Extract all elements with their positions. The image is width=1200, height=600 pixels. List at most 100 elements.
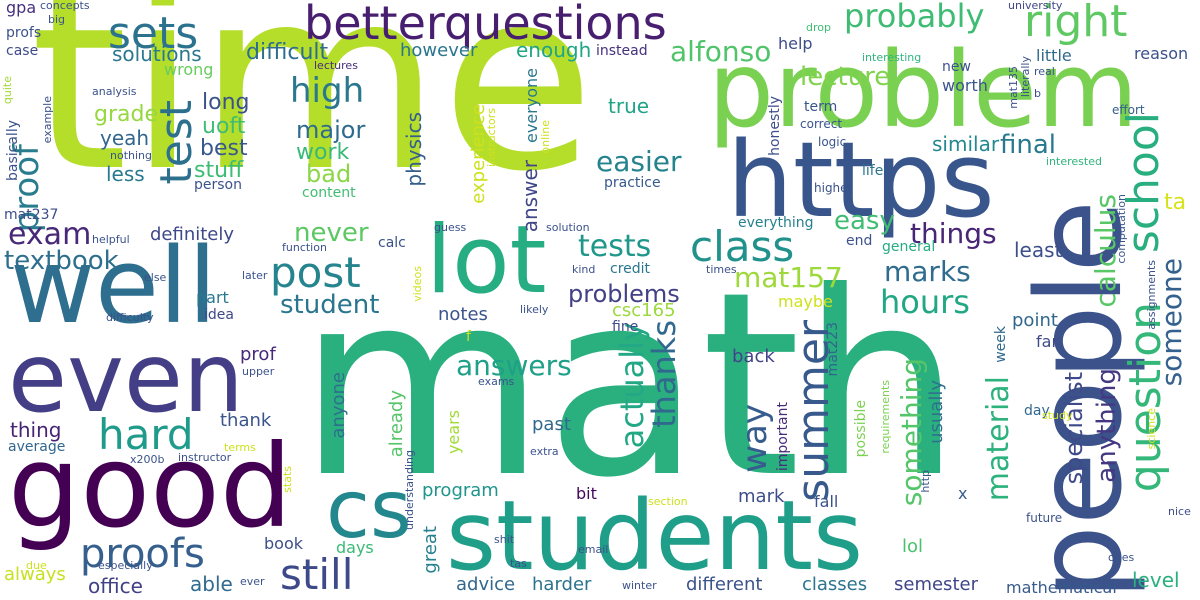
word-hard: hard (98, 410, 194, 459)
word-uoft: uoft (202, 114, 246, 139)
word-marks: marks (884, 255, 971, 288)
word-part: part (196, 288, 229, 307)
word-lot: lot (426, 206, 547, 315)
word-little: little (1036, 46, 1072, 65)
word-x: x (958, 484, 968, 503)
word-definitely: definitely (150, 224, 235, 245)
word-b: b (1034, 87, 1041, 100)
word-study: study (1042, 409, 1073, 422)
word-especially: especially (98, 559, 153, 572)
word-quite: quite (1, 76, 14, 105)
word-physics: physics (402, 112, 426, 187)
word-profs: profs (6, 25, 42, 41)
word-past: past (532, 414, 571, 435)
word-basically: basically (5, 120, 21, 181)
word-thing: thing (10, 418, 62, 442)
word-logic: logic (818, 135, 847, 149)
word-example: example (41, 96, 54, 144)
word-work: work (296, 140, 350, 165)
word-helpful: helpful (92, 233, 130, 246)
word-cs: cs (326, 463, 412, 556)
word-later: later (242, 269, 268, 282)
word-terms: terms (224, 441, 256, 454)
word-big: big (48, 13, 66, 26)
word-tas: tas (510, 557, 527, 570)
word-interested: interested (1046, 155, 1102, 168)
word-mathematical: mathematical (1006, 578, 1117, 597)
word-fine: fine (612, 319, 639, 335)
word-life: life (862, 163, 884, 179)
word-section: section (648, 495, 688, 508)
word-things: things (910, 217, 997, 250)
word-term: term (804, 99, 838, 115)
word-effort: effort (1112, 103, 1145, 117)
word-post: post (270, 248, 361, 297)
word-everything: everything (738, 215, 814, 231)
word-semester: semester (894, 574, 978, 595)
word-gpa: gpa (6, 0, 37, 17)
word-final: final (1000, 130, 1057, 160)
word-betterquestions: betterquestions (304, 0, 667, 50)
word-https: https (727, 119, 995, 241)
word-lecture: lecture (800, 62, 891, 92)
word-already: already (386, 390, 407, 458)
word-bit: bit (576, 484, 597, 503)
word-point: point (1012, 310, 1058, 331)
word-mat223: mat223 (825, 322, 841, 377)
word-specialist: specialist (1060, 372, 1088, 485)
word-upper: upper (242, 365, 275, 378)
word-class: class (690, 222, 795, 271)
word-prof: prof (240, 344, 276, 365)
word-function: function (282, 241, 327, 254)
word-however: however (400, 40, 478, 61)
word-http: http (919, 470, 932, 493)
word-math: math (298, 237, 962, 533)
word-nice: nice (1168, 505, 1191, 518)
word-interesting: interesting (862, 51, 922, 64)
word-honestly: honestly (767, 96, 783, 156)
word-exam: exam (8, 217, 92, 252)
word-stuff: stuff (194, 158, 244, 183)
word-possible: possible (853, 400, 869, 458)
word-great: great (420, 526, 441, 574)
word-reason: reason (1134, 44, 1189, 63)
word-average: average (8, 439, 66, 455)
word-ta: ta (1164, 190, 1187, 215)
word-days: days (336, 538, 374, 557)
word-back: back (732, 346, 775, 367)
word-tests: tests (578, 229, 652, 264)
word-worth: worth (942, 76, 988, 95)
word-textbook: textbook (4, 246, 119, 276)
word-winter: winter (622, 579, 657, 592)
word-exams: exams (478, 375, 515, 388)
word-literally: literally (1019, 56, 1032, 98)
word-never: never (294, 218, 369, 248)
word-fall: fall (814, 492, 839, 511)
word-right: right (1024, 0, 1128, 47)
word-lol: lol (902, 536, 924, 557)
word-true: true (608, 94, 650, 118)
word-end: end (846, 233, 873, 249)
word-student: student (280, 290, 380, 320)
word-classes: classes (802, 574, 868, 595)
word-idea: idea (204, 307, 234, 323)
word-high: high (290, 71, 365, 111)
word-advice: advice (456, 574, 516, 595)
word-even: even (8, 322, 244, 434)
word-difficulty: difficulty (106, 311, 154, 324)
word-problem: problem (708, 29, 1139, 151)
word-mark: mark (738, 486, 785, 507)
word-concepts: concepts (40, 0, 90, 12)
word-years: years (444, 410, 463, 455)
word-person: person (194, 177, 242, 193)
word-wrong: wrong (164, 60, 214, 79)
word-best: best (200, 136, 248, 161)
word-case: case (6, 43, 39, 59)
word-school: school (1118, 112, 1169, 254)
word-instructor: instructor (178, 451, 232, 464)
word-general: general (882, 239, 936, 255)
word-understanding: understanding (403, 450, 416, 530)
word-least: least (1014, 238, 1063, 262)
word-probably: probably (844, 0, 985, 35)
